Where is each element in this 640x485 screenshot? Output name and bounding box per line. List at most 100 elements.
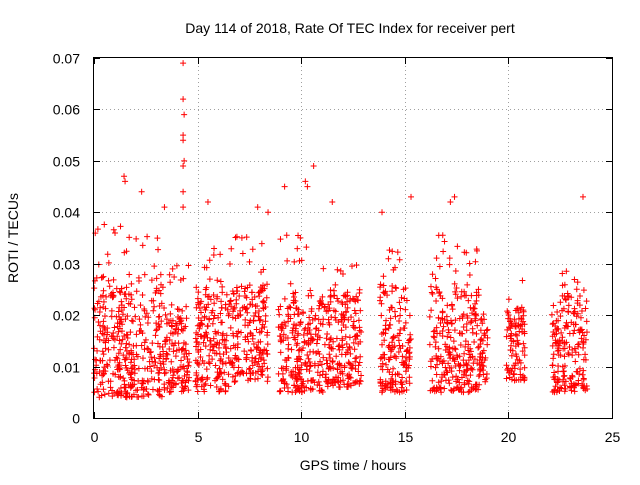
data-point bbox=[394, 332, 401, 339]
data-point bbox=[315, 316, 322, 323]
data-point bbox=[229, 314, 236, 321]
data-point bbox=[156, 324, 163, 331]
data-point bbox=[165, 379, 172, 386]
data-point bbox=[456, 379, 463, 386]
data-point bbox=[219, 376, 226, 383]
data-point bbox=[241, 348, 248, 355]
data-point bbox=[151, 354, 158, 361]
data-point bbox=[287, 304, 294, 311]
data-point bbox=[243, 294, 250, 301]
data-point bbox=[242, 306, 249, 313]
data-point bbox=[115, 350, 122, 357]
data-point bbox=[205, 301, 212, 308]
data-point bbox=[219, 283, 226, 290]
data-point bbox=[93, 370, 100, 377]
data-point bbox=[276, 311, 283, 318]
data-point bbox=[128, 280, 135, 287]
data-point bbox=[249, 335, 256, 342]
data-point bbox=[141, 386, 148, 393]
data-point bbox=[468, 365, 475, 372]
data-point bbox=[134, 386, 141, 393]
data-point bbox=[305, 337, 312, 344]
data-point bbox=[580, 375, 587, 382]
x-tick-label: 0 bbox=[91, 429, 99, 445]
data-point bbox=[517, 306, 524, 313]
data-point bbox=[304, 183, 311, 190]
data-point bbox=[238, 234, 245, 241]
data-point bbox=[99, 357, 106, 364]
data-point bbox=[436, 288, 443, 295]
data-point bbox=[180, 275, 187, 282]
data-point bbox=[277, 303, 284, 310]
data-point bbox=[105, 277, 112, 284]
data-point bbox=[163, 316, 170, 323]
data-point bbox=[173, 347, 180, 354]
data-point bbox=[379, 380, 386, 387]
data-point bbox=[157, 392, 164, 399]
data-point bbox=[258, 371, 265, 378]
data-point bbox=[108, 307, 115, 314]
data-point bbox=[439, 332, 446, 339]
data-point bbox=[101, 221, 108, 228]
data-point bbox=[582, 336, 589, 343]
data-point bbox=[264, 329, 271, 336]
data-point bbox=[353, 262, 360, 269]
data-point bbox=[508, 367, 515, 374]
data-point bbox=[264, 281, 271, 288]
data-point bbox=[121, 377, 128, 384]
data-point bbox=[550, 355, 557, 362]
data-point bbox=[442, 341, 449, 348]
data-point bbox=[328, 345, 335, 352]
data-point bbox=[240, 370, 247, 377]
data-point bbox=[332, 379, 339, 386]
data-point bbox=[391, 388, 398, 395]
data-point bbox=[395, 348, 402, 355]
data-point bbox=[251, 294, 258, 300]
data-point bbox=[568, 294, 575, 301]
data-point bbox=[193, 369, 200, 376]
data-point bbox=[216, 388, 223, 395]
data-point bbox=[158, 318, 165, 325]
data-point bbox=[460, 369, 467, 376]
data-point bbox=[431, 327, 438, 334]
data-point bbox=[561, 372, 568, 379]
data-point bbox=[124, 313, 131, 320]
data-point bbox=[445, 377, 452, 384]
data-point bbox=[578, 335, 585, 342]
data-point bbox=[550, 329, 557, 336]
data-point bbox=[152, 289, 159, 296]
data-point bbox=[576, 302, 583, 309]
data-point bbox=[154, 387, 161, 394]
data-point bbox=[431, 384, 438, 391]
data-point bbox=[556, 376, 563, 383]
data-point bbox=[478, 336, 485, 343]
data-point bbox=[290, 299, 297, 306]
data-point bbox=[126, 271, 133, 278]
data-point bbox=[256, 293, 263, 300]
data-point bbox=[206, 352, 213, 359]
data-point bbox=[222, 360, 229, 367]
data-point bbox=[225, 371, 232, 378]
x-tick-label: 15 bbox=[398, 429, 414, 445]
data-point bbox=[249, 246, 256, 253]
data-point bbox=[464, 366, 471, 373]
data-point bbox=[245, 366, 252, 373]
data-point bbox=[406, 312, 413, 319]
data-point bbox=[467, 348, 474, 355]
data-point bbox=[144, 365, 151, 372]
data-point bbox=[483, 327, 490, 334]
data-point bbox=[99, 348, 106, 355]
data-point bbox=[129, 363, 136, 370]
data-point bbox=[345, 346, 352, 353]
data-point bbox=[347, 374, 354, 381]
data-point bbox=[246, 319, 253, 326]
data-point bbox=[144, 377, 151, 384]
data-point bbox=[294, 340, 301, 347]
data-point bbox=[392, 284, 399, 291]
data-point bbox=[344, 304, 351, 311]
data-point bbox=[206, 276, 213, 283]
data-point bbox=[505, 365, 512, 372]
data-point bbox=[254, 204, 261, 211]
data-point bbox=[204, 374, 211, 381]
y-tick-label: 0.06 bbox=[53, 102, 80, 118]
